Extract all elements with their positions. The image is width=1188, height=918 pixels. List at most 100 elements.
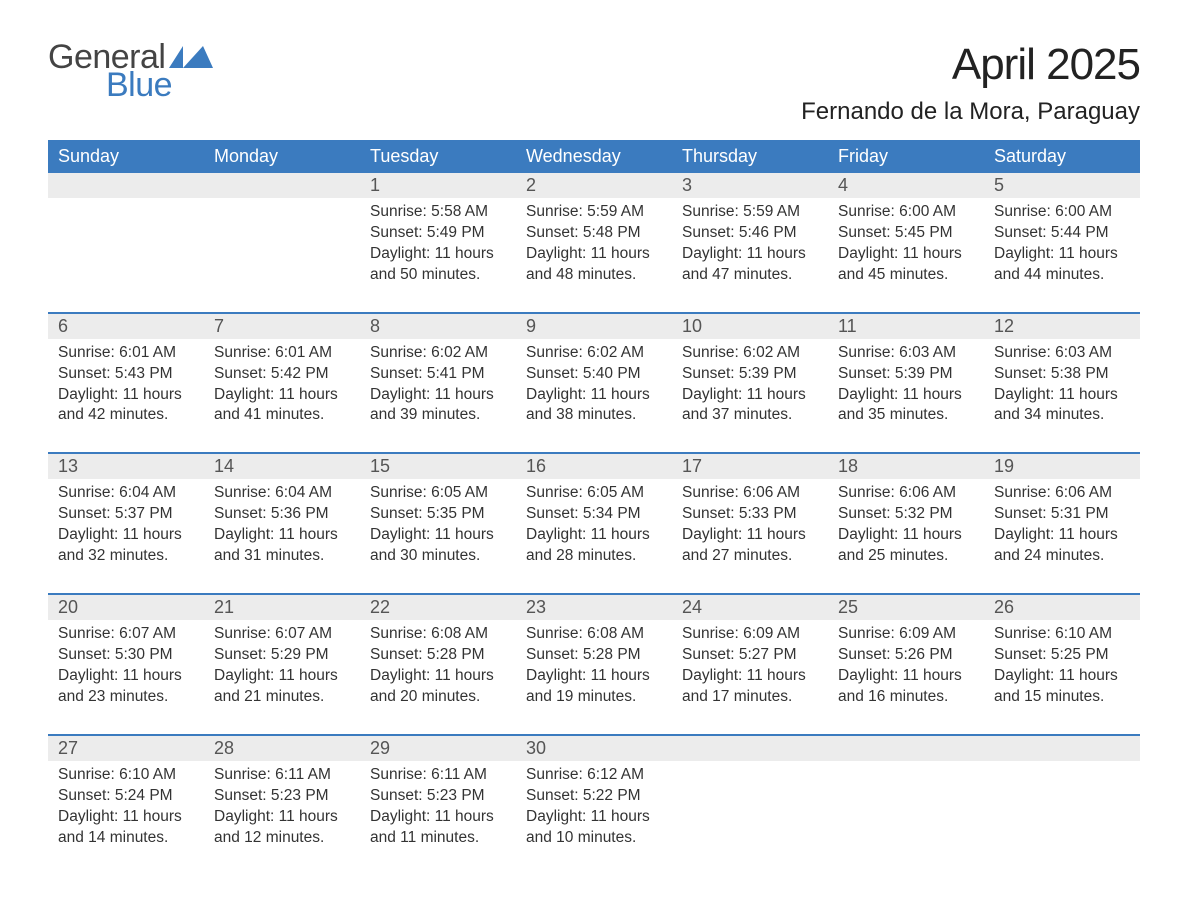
sunrise-text: Sunrise: 6:09 AM <box>682 624 818 645</box>
sunset-text: Sunset: 5:24 PM <box>58 786 194 807</box>
daylight-text: Daylight: 11 hours <box>370 666 506 687</box>
daylight-text: and 31 minutes. <box>214 546 350 567</box>
daylight-text: Daylight: 11 hours <box>370 244 506 265</box>
day-cell <box>672 761 828 875</box>
sunset-text: Sunset: 5:31 PM <box>994 504 1130 525</box>
daylight-text: and 17 minutes. <box>682 687 818 708</box>
daylight-text: Daylight: 11 hours <box>370 807 506 828</box>
sunrise-text: Sunrise: 6:11 AM <box>370 765 506 786</box>
daylight-text: Daylight: 11 hours <box>994 525 1130 546</box>
calendar-table: Sunday Monday Tuesday Wednesday Thursday… <box>48 140 1140 874</box>
daylight-text: Daylight: 11 hours <box>214 666 350 687</box>
sunrise-text: Sunrise: 5:58 AM <box>370 202 506 223</box>
daylight-text: Daylight: 11 hours <box>370 385 506 406</box>
day-cell: Sunrise: 6:08 AMSunset: 5:28 PMDaylight:… <box>360 620 516 735</box>
day-cell <box>984 761 1140 875</box>
daylight-text: and 20 minutes. <box>370 687 506 708</box>
day-header: Wednesday <box>516 140 672 173</box>
daylight-text: and 41 minutes. <box>214 405 350 426</box>
day-number-cell: 29 <box>360 736 516 761</box>
day-number-cell: 8 <box>360 314 516 339</box>
daylight-text: and 12 minutes. <box>214 828 350 849</box>
daylight-text: Daylight: 11 hours <box>526 807 662 828</box>
day-number-cell: 19 <box>984 454 1140 479</box>
day-cell: Sunrise: 6:07 AMSunset: 5:30 PMDaylight:… <box>48 620 204 735</box>
daylight-text: Daylight: 11 hours <box>682 385 818 406</box>
sunrise-text: Sunrise: 6:05 AM <box>526 483 662 504</box>
title-block: April 2025 Fernando de la Mora, Paraguay <box>801 40 1140 126</box>
page-title: April 2025 <box>801 40 1140 90</box>
day-cell: Sunrise: 6:06 AMSunset: 5:33 PMDaylight:… <box>672 479 828 594</box>
day-number-cell: 27 <box>48 736 204 761</box>
sunset-text: Sunset: 5:30 PM <box>58 645 194 666</box>
sunrise-text: Sunrise: 6:00 AM <box>994 202 1130 223</box>
sunset-text: Sunset: 5:25 PM <box>994 645 1130 666</box>
daylight-text: Daylight: 11 hours <box>682 525 818 546</box>
logo: General Blue <box>48 40 213 102</box>
day-content-row: Sunrise: 5:58 AMSunset: 5:49 PMDaylight:… <box>48 198 1140 313</box>
day-header: Saturday <box>984 140 1140 173</box>
sunset-text: Sunset: 5:44 PM <box>994 223 1130 244</box>
daylight-text: and 11 minutes. <box>370 828 506 849</box>
sunset-text: Sunset: 5:40 PM <box>526 364 662 385</box>
day-number-cell: 22 <box>360 595 516 620</box>
sunrise-text: Sunrise: 6:08 AM <box>370 624 506 645</box>
day-number-cell: 18 <box>828 454 984 479</box>
day-number-cell: 20 <box>48 595 204 620</box>
daylight-text: and 21 minutes. <box>214 687 350 708</box>
day-number-cell: 17 <box>672 454 828 479</box>
day-number-cell: 4 <box>828 173 984 198</box>
day-cell: Sunrise: 6:02 AMSunset: 5:40 PMDaylight:… <box>516 339 672 454</box>
day-number-cell: 26 <box>984 595 1140 620</box>
daylight-text: and 44 minutes. <box>994 265 1130 286</box>
sunrise-text: Sunrise: 6:06 AM <box>994 483 1130 504</box>
daylight-text: Daylight: 11 hours <box>526 666 662 687</box>
sunset-text: Sunset: 5:34 PM <box>526 504 662 525</box>
day-cell: Sunrise: 6:05 AMSunset: 5:35 PMDaylight:… <box>360 479 516 594</box>
day-number-row: 6789101112 <box>48 314 1140 339</box>
sunrise-text: Sunrise: 6:09 AM <box>838 624 974 645</box>
header: General Blue April 2025 Fernando de la M… <box>48 40 1140 126</box>
day-cell: Sunrise: 6:07 AMSunset: 5:29 PMDaylight:… <box>204 620 360 735</box>
sunrise-text: Sunrise: 6:03 AM <box>994 343 1130 364</box>
logo-word-blue: Blue <box>106 68 213 102</box>
daylight-text: Daylight: 11 hours <box>214 385 350 406</box>
sunset-text: Sunset: 5:46 PM <box>682 223 818 244</box>
daylight-text: and 39 minutes. <box>370 405 506 426</box>
sunset-text: Sunset: 5:27 PM <box>682 645 818 666</box>
daylight-text: and 48 minutes. <box>526 265 662 286</box>
day-number-row: 20212223242526 <box>48 595 1140 620</box>
day-number-row: 12345 <box>48 173 1140 198</box>
daylight-text: Daylight: 11 hours <box>526 385 662 406</box>
daylight-text: Daylight: 11 hours <box>526 244 662 265</box>
sunrise-text: Sunrise: 6:06 AM <box>682 483 818 504</box>
daylight-text: Daylight: 11 hours <box>58 525 194 546</box>
day-cell: Sunrise: 6:10 AMSunset: 5:24 PMDaylight:… <box>48 761 204 875</box>
daylight-text: Daylight: 11 hours <box>214 525 350 546</box>
sunset-text: Sunset: 5:28 PM <box>370 645 506 666</box>
day-number-cell <box>672 736 828 761</box>
sunrise-text: Sunrise: 6:02 AM <box>526 343 662 364</box>
daylight-text: Daylight: 11 hours <box>994 244 1130 265</box>
day-header: Tuesday <box>360 140 516 173</box>
daylight-text: and 42 minutes. <box>58 405 194 426</box>
daylight-text: and 45 minutes. <box>838 265 974 286</box>
daylight-text: and 14 minutes. <box>58 828 194 849</box>
day-number-cell: 25 <box>828 595 984 620</box>
day-cell <box>828 761 984 875</box>
sunrise-text: Sunrise: 6:04 AM <box>214 483 350 504</box>
day-number-row: 13141516171819 <box>48 454 1140 479</box>
sunrise-text: Sunrise: 6:10 AM <box>994 624 1130 645</box>
sunset-text: Sunset: 5:23 PM <box>214 786 350 807</box>
daylight-text: and 30 minutes. <box>370 546 506 567</box>
daylight-text: and 10 minutes. <box>526 828 662 849</box>
day-content-row: Sunrise: 6:10 AMSunset: 5:24 PMDaylight:… <box>48 761 1140 875</box>
day-number-cell: 16 <box>516 454 672 479</box>
daylight-text: Daylight: 11 hours <box>682 244 818 265</box>
day-cell: Sunrise: 6:00 AMSunset: 5:44 PMDaylight:… <box>984 198 1140 313</box>
daylight-text: and 28 minutes. <box>526 546 662 567</box>
day-cell: Sunrise: 6:02 AMSunset: 5:39 PMDaylight:… <box>672 339 828 454</box>
daylight-text: and 19 minutes. <box>526 687 662 708</box>
sunrise-text: Sunrise: 5:59 AM <box>682 202 818 223</box>
day-number-cell: 15 <box>360 454 516 479</box>
